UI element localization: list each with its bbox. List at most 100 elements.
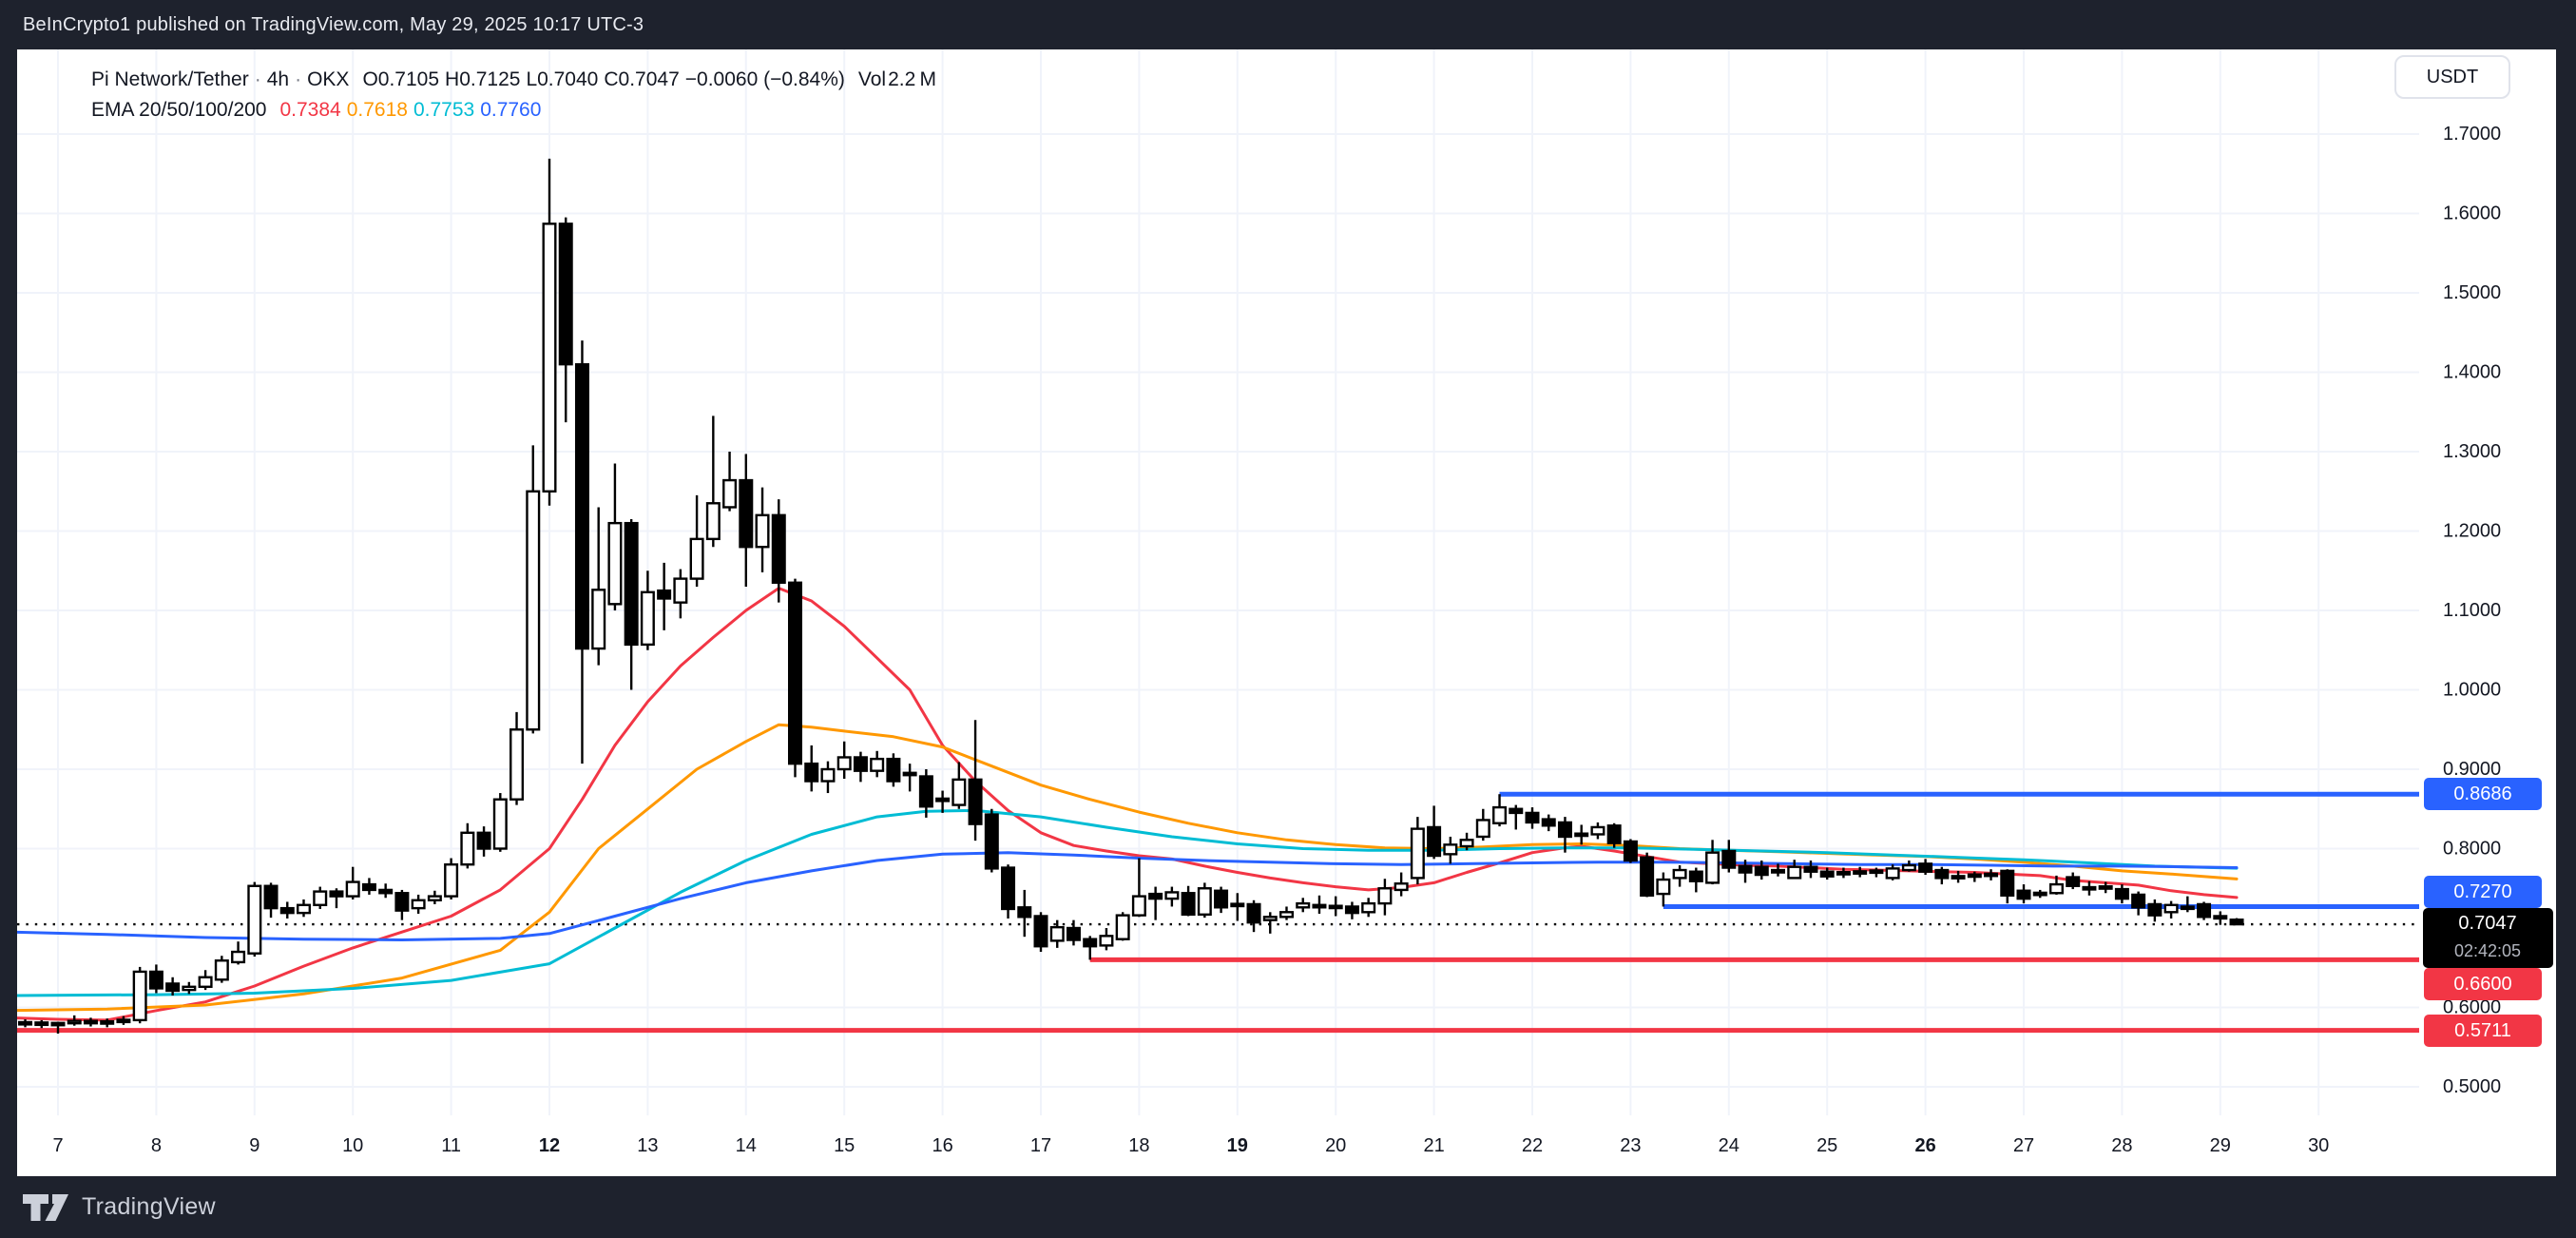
chart-background [17, 49, 2556, 1176]
time-tick-label: 7 [52, 1135, 63, 1156]
time-scale[interactable]: 7 8 9 10 11 12 13 14 15 16 17 18 19 20 21 22 23 24 25 26 27 2… [52, 1135, 2329, 1156]
price-tick-label: 1.1000 [2443, 600, 2501, 621]
time-tick-label: 22 [1522, 1135, 1543, 1156]
candle [2066, 872, 2081, 890]
legend-separator: · [254, 68, 261, 90]
candle [1410, 817, 1425, 885]
current-price-value: 0.7047 [2458, 913, 2516, 934]
ema-lines [17, 587, 2239, 1022]
candle [1721, 840, 1737, 873]
publish-title: BeInCrypto1 published on TradingView.com… [23, 13, 644, 35]
candle [2098, 881, 2113, 894]
candle [1115, 912, 1130, 941]
candle [2114, 884, 2129, 904]
price-scale[interactable]: 1.7000 1.6000 1.5000 1.4000 1.3000 1.2000 1.10… [2423, 124, 2553, 1097]
candle [755, 487, 770, 572]
time-tick-label: 20 [1325, 1135, 1346, 1156]
time-tick-label: 14 [736, 1135, 757, 1156]
candle [2197, 901, 2212, 920]
candle [1606, 822, 1622, 848]
time-tick-label: 10 [342, 1135, 363, 1156]
svg-text:0.7270: 0.7270 [2453, 881, 2511, 902]
candle [1951, 870, 1966, 883]
candle [1770, 863, 1785, 877]
price-tick-label: 1.4000 [2443, 362, 2501, 383]
price-label-0.5711: 0.5711 [2424, 1015, 2542, 1047]
legend-ema-value-4: 0.7760 [480, 99, 542, 121]
svg-text:0.5711: 0.5711 [2454, 1020, 2511, 1041]
price-tick-label: 1.2000 [2443, 521, 2501, 542]
svg-text:0.8686: 0.8686 [2453, 783, 2511, 804]
candle [476, 826, 491, 857]
candle [1230, 893, 1245, 921]
candle [1869, 867, 1884, 878]
candle [935, 790, 951, 813]
candle [1672, 865, 1687, 887]
candle [542, 158, 557, 506]
legend-ohlc-h: H0.7125 [445, 68, 521, 90]
candle [968, 720, 983, 841]
candle [2163, 900, 2179, 919]
legend-ema-value-1: 0.7384 [279, 99, 341, 121]
candle [1934, 866, 1950, 885]
candle [2180, 896, 2195, 913]
candle [1656, 872, 1671, 907]
candle [1214, 886, 1229, 914]
price-label-0.6600: 0.6600 [2424, 968, 2542, 1000]
candle [1557, 817, 1572, 853]
time-tick-label: 25 [1817, 1135, 1837, 1156]
time-tick-label: 21 [1423, 1135, 1444, 1156]
price-tick-label: 1.0000 [2443, 680, 2501, 701]
time-tick-label: 24 [1719, 1135, 1740, 1156]
svg-text:0.6600: 0.6600 [2453, 974, 2511, 995]
candle [918, 769, 933, 818]
candle [378, 883, 394, 899]
candle [1099, 928, 1114, 951]
candle [1492, 794, 1508, 827]
candle [1459, 832, 1474, 851]
tradingview-brand-text: TradingView [82, 1193, 216, 1220]
currency-unit-button[interactable]: USDT [2394, 55, 2510, 99]
candle [607, 463, 623, 610]
time-tick-label: 27 [2013, 1135, 2034, 1156]
candle [574, 340, 589, 764]
candle [2147, 899, 2163, 922]
candle [1443, 836, 1458, 864]
legend-ema-value-3: 0.7753 [413, 99, 475, 121]
price-tick-label: 0.5000 [2443, 1076, 2501, 1097]
chart-panel: Pi Network/Tether · 4h · OKX O0.7105 H0.7125 L0… [17, 49, 2556, 1176]
price-tick-label: 1.7000 [2443, 124, 2501, 145]
candle [1427, 805, 1442, 860]
time-tick-label: 9 [249, 1135, 260, 1156]
candle [279, 901, 295, 919]
time-tick-label: 26 [1914, 1135, 1935, 1156]
candle [870, 750, 885, 778]
candle [2016, 884, 2031, 904]
candle [1705, 840, 1721, 885]
candle [1278, 906, 1294, 920]
candle [2048, 875, 2064, 895]
candle [2032, 889, 2047, 899]
candle [1525, 807, 1540, 829]
candle [132, 966, 147, 1024]
price-tick-label: 1.6000 [2443, 203, 2501, 224]
candle [1083, 936, 1098, 960]
candle [1967, 871, 1982, 882]
candle [1033, 912, 1048, 953]
candle [394, 889, 410, 920]
candle [460, 822, 475, 869]
candle [1918, 859, 1933, 876]
legend-change: −0.0060 (−0.84%) [684, 68, 845, 90]
candle [1328, 896, 1343, 917]
price-label-0.7270: 0.7270 [2424, 876, 2542, 908]
candle [1819, 867, 1835, 880]
price-tick-label: 0.9000 [2443, 759, 2501, 780]
legend-ohlc-c: C0.7047 [604, 68, 680, 90]
candle [1066, 919, 1081, 946]
price-label-0.8686: 0.8686 [2424, 778, 2542, 810]
candle [492, 793, 508, 852]
candle [2082, 880, 2097, 896]
tradingview-logo[interactable]: TradingView [21, 1191, 216, 1224]
candle [444, 858, 459, 899]
candle [984, 808, 999, 873]
